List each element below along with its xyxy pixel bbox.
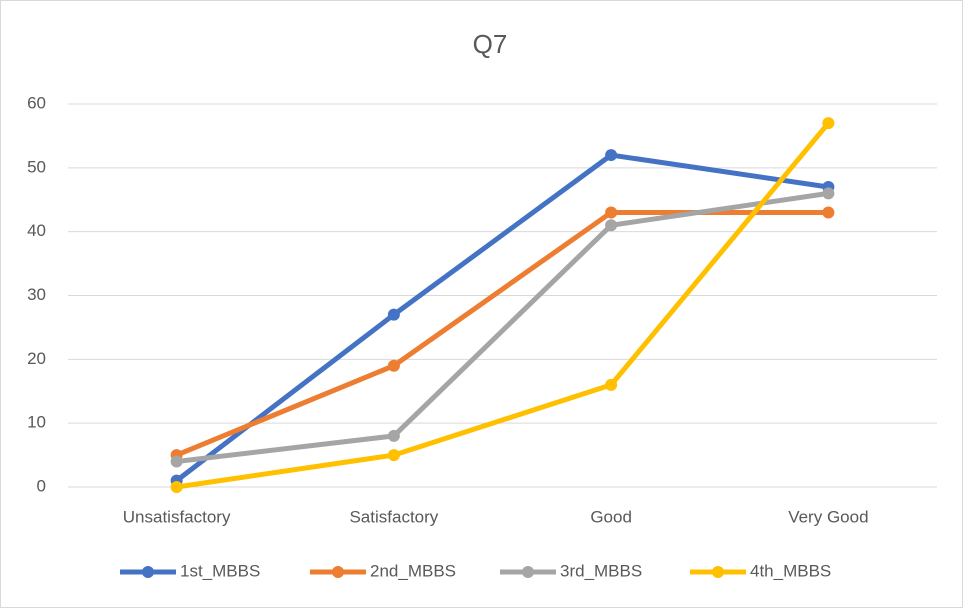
- series-line: [174, 120, 831, 490]
- series-line: [174, 210, 831, 458]
- x-tick-label: Unsatisfactory: [123, 507, 231, 526]
- x-tick-label: Satisfactory: [349, 507, 438, 526]
- data-point: [387, 449, 400, 462]
- data-point: [822, 206, 835, 219]
- series-line: [174, 190, 831, 464]
- data-point: [605, 378, 618, 391]
- x-tick-label: Good: [590, 507, 632, 526]
- legend-marker: [332, 566, 344, 578]
- legend-label: 3rd_MBBS: [560, 561, 642, 580]
- legend-marker: [522, 566, 534, 578]
- data-point: [387, 308, 400, 321]
- legend-marker: [712, 566, 724, 578]
- y-tick-label: 50: [27, 157, 46, 176]
- data-point: [822, 187, 835, 200]
- data-point: [605, 219, 618, 232]
- y-tick-label: 10: [27, 413, 46, 432]
- data-point: [170, 455, 183, 468]
- data-point: [387, 359, 400, 372]
- x-tick-label: Very Good: [788, 507, 868, 526]
- data-point: [605, 206, 618, 219]
- legend-marker: [142, 566, 154, 578]
- data-point: [822, 117, 835, 130]
- chart-title: Q7: [473, 29, 508, 59]
- y-tick-label: 60: [27, 93, 46, 112]
- legend-label: 4th_MBBS: [750, 561, 831, 580]
- data-point: [605, 149, 618, 162]
- legend-label: 1st_MBBS: [180, 561, 260, 580]
- data-point: [387, 429, 400, 442]
- y-tick-label: 40: [27, 221, 46, 240]
- legend-label: 2nd_MBBS: [370, 561, 456, 580]
- data-point: [170, 481, 183, 493]
- y-tick-label: 30: [27, 285, 46, 304]
- series-line: [174, 152, 831, 484]
- y-tick-label: 20: [27, 349, 46, 368]
- y-tick-label: 0: [37, 476, 46, 495]
